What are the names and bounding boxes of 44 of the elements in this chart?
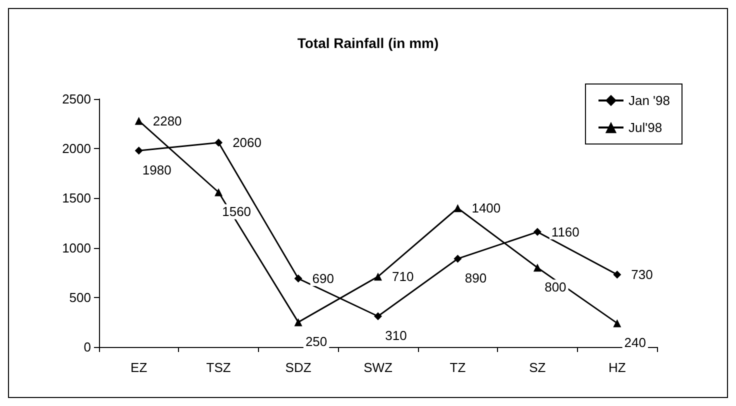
legend-label: Jan '98	[628, 93, 670, 108]
data-label: 250	[305, 334, 328, 350]
x-tick-label: HZ	[608, 360, 626, 375]
point	[214, 138, 223, 147]
data-label: 2280	[152, 113, 182, 128]
point	[294, 274, 302, 283]
x-tick-label: SZ	[529, 360, 546, 375]
data-label: 690	[312, 271, 334, 286]
point	[613, 270, 622, 279]
data-label: 240	[624, 335, 646, 350]
data-label: 890	[464, 270, 487, 286]
point	[613, 319, 622, 328]
point	[134, 146, 143, 155]
data-label: 800	[544, 280, 566, 295]
data-label: 1400	[472, 200, 501, 216]
y-tick-label: 1500	[62, 190, 91, 206]
x-tick-label: SDZ	[285, 360, 312, 375]
data-label: 2060	[232, 135, 262, 150]
point	[454, 204, 462, 212]
data-label: 310	[385, 328, 407, 344]
point	[134, 116, 143, 125]
point	[374, 272, 382, 281]
data-label: 710	[392, 269, 414, 284]
y-tick-label: 2500	[62, 92, 91, 106]
y-tick-label: 1000	[62, 240, 91, 256]
point	[294, 318, 302, 326]
point	[533, 228, 542, 236]
x-tick-label: TSZ	[206, 360, 231, 375]
point	[214, 188, 223, 196]
y-tick-label: 0	[84, 340, 91, 354]
point	[374, 312, 382, 320]
point	[454, 254, 462, 263]
x-tick-label: SWZ	[364, 360, 392, 375]
data-label: 1560	[222, 204, 252, 220]
point	[533, 264, 542, 272]
y-tick-label: 500	[69, 290, 91, 305]
data-label: 1980	[142, 162, 172, 178]
data-label: 730	[631, 267, 653, 282]
y-tick-label: 2000	[62, 141, 91, 156]
chart-title: Total Rainfall (in mm)	[297, 35, 439, 51]
x-tick-label: EZ	[130, 360, 148, 375]
x-tick-label: TZ	[450, 360, 466, 375]
legend-label: Jul'98	[628, 120, 662, 135]
data-label: 1160	[551, 224, 580, 240]
